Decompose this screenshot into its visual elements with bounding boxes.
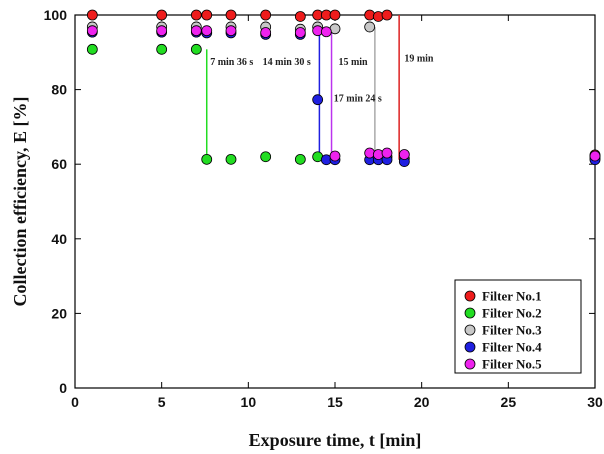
data-point <box>86 25 98 37</box>
legend-marker <box>464 290 476 302</box>
data-point <box>260 151 272 163</box>
annotation-label: 7 min 36 s <box>210 57 253 68</box>
data-point <box>201 9 213 21</box>
y-tick-label: 40 <box>51 231 67 247</box>
data-point <box>260 27 272 38</box>
legend-label: Filter No.5 <box>482 357 542 372</box>
y-tick-label: 80 <box>51 82 67 98</box>
annotation-label: 17 min 24 s <box>334 94 382 105</box>
data-point <box>294 153 306 165</box>
legend-marker <box>464 358 476 370</box>
legend: Filter No.1 Filter No.2 Filter No.3 Filter … <box>454 279 582 374</box>
x-tick-label: 25 <box>501 394 517 410</box>
data-point <box>589 150 601 162</box>
data-point <box>156 43 168 55</box>
data-point <box>329 9 341 21</box>
y-tick-label: 0 <box>59 380 67 396</box>
legend-label: Filter No.4 <box>482 340 542 355</box>
data-point <box>320 26 332 38</box>
data-point <box>190 9 202 21</box>
data-points <box>86 9 601 167</box>
y-tick-label: 20 <box>51 305 67 321</box>
data-point <box>201 25 213 37</box>
data-point <box>225 153 237 165</box>
x-axis-title: Exposure time, t [min] <box>249 430 422 450</box>
x-tick-label: 20 <box>414 394 430 410</box>
data-point <box>381 9 393 21</box>
legend-marker <box>464 341 476 353</box>
y-tick-label: 100 <box>44 7 68 23</box>
data-point <box>86 43 98 55</box>
annotation-label: 15 min <box>338 57 368 68</box>
legend-label: Filter No.2 <box>482 306 542 321</box>
legend-label: Filter No.1 <box>482 289 542 304</box>
data-point <box>294 11 306 22</box>
data-point <box>329 150 341 162</box>
legend-box <box>454 279 582 374</box>
y-axis-title: Collection efficiency, E [%] <box>10 97 30 307</box>
annotation-label: 14 min 30 s <box>263 57 311 68</box>
annotation-label: 19 min <box>404 54 434 65</box>
data-point <box>364 21 376 33</box>
data-point <box>260 9 272 21</box>
x-tick-label: 5 <box>158 394 166 410</box>
y-tick-label: 60 <box>51 156 67 172</box>
data-point <box>398 149 410 160</box>
legend-marker <box>464 307 476 319</box>
data-point <box>312 94 324 106</box>
x-tick-label: 10 <box>241 394 257 410</box>
data-point <box>190 43 202 55</box>
legend-label: Filter No.3 <box>482 323 542 338</box>
annotation-labels: 7 min 36 s 14 min 30 s 15 min 17 min 24 s 19… <box>210 54 434 105</box>
data-point <box>201 153 213 165</box>
data-point <box>381 147 393 159</box>
axis-ticks: 0 5 10 15 20 25 30 0 20 40 60 80 100 <box>44 7 603 410</box>
data-point <box>190 25 202 37</box>
x-tick-label: 30 <box>587 394 603 410</box>
x-tick-label: 15 <box>327 394 343 410</box>
data-point <box>86 9 98 21</box>
legend-marker <box>464 324 476 336</box>
x-tick-label: 0 <box>71 394 79 410</box>
data-point <box>225 25 237 37</box>
data-point <box>156 25 168 37</box>
data-point <box>294 27 306 38</box>
data-point <box>225 9 237 21</box>
data-point <box>156 9 168 21</box>
